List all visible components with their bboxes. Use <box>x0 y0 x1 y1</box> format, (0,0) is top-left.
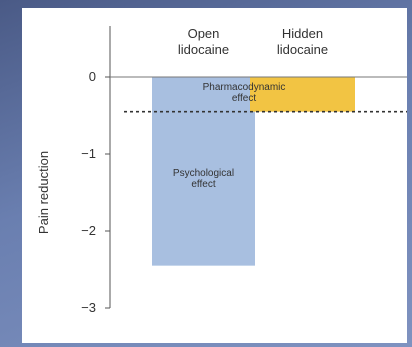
category-label: lidocaine <box>277 42 328 57</box>
y-axis-label: Pain reduction <box>36 151 51 234</box>
y-tick-label: −1 <box>81 146 96 161</box>
y-tick-label: 0 <box>89 69 96 84</box>
category-label: Open <box>188 26 220 41</box>
bar-open-lidocaine <box>152 77 255 266</box>
annotation-label: Psychological <box>173 168 234 179</box>
y-tick-label: −3 <box>81 300 96 315</box>
annotation-label: Pharmacodynamic <box>203 82 286 93</box>
y-tick-label: −2 <box>81 223 96 238</box>
category-label: lidocaine <box>178 42 229 57</box>
annotation-label: effect <box>191 179 215 190</box>
category-label: Hidden <box>282 26 323 41</box>
bar-hidden-lidocaine <box>250 77 355 112</box>
chart-panel: 0 −1 −2 −3 Pain reduction Open lidocaine Hidde… <box>22 8 407 343</box>
annotation-label: effect <box>232 93 256 104</box>
